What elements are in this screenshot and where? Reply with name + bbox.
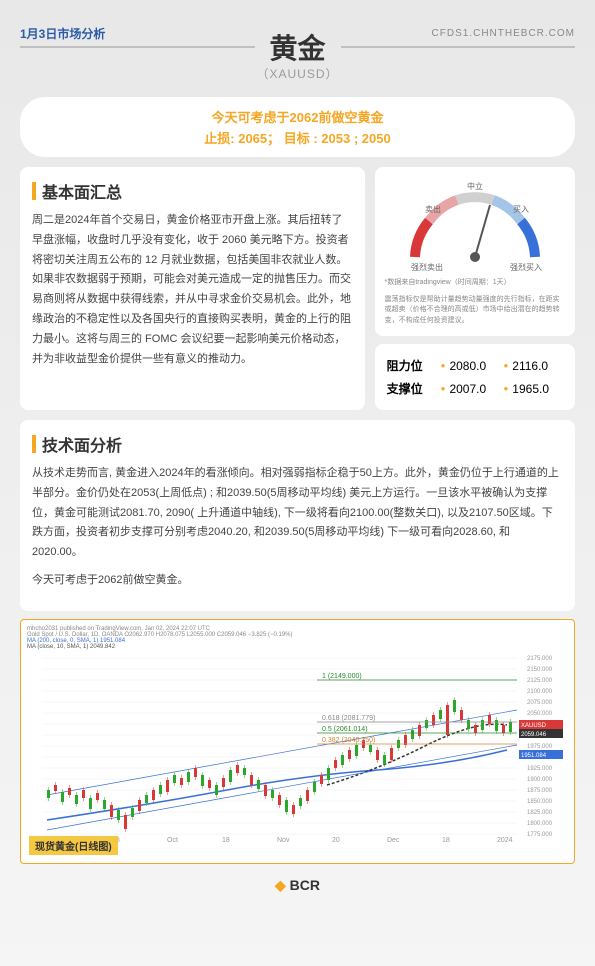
support-v2: 1965.0 [512,382,562,396]
bullet-icon: ● [503,361,508,370]
svg-text:0.382 (2040.250): 0.382 (2040.250) [322,737,375,744]
candlestick-chart: 2175.000 2150.000 2125.000 2100.000 2075.000… [27,650,567,845]
symbol-subtitle: （XAUUSD） [20,65,575,82]
fundamental-card: 基本面汇总 周二是2024年首个交易日，黄金价格亚市开盘上涨。其后扭转了早盘涨幅… [20,167,365,410]
svg-text:1 (2149.000): 1 (2149.000) [322,673,362,680]
svg-text:强烈卖出: 强烈卖出 [411,262,443,272]
svg-text:1800.000: 1800.000 [527,821,553,827]
svg-text:20: 20 [332,837,340,844]
svg-text:18: 18 [222,837,230,844]
svg-text:2175.000: 2175.000 [527,656,553,662]
gauge-note1: *数据来自tradingview（时间周期：1天） [385,278,565,289]
section-bar-icon [32,435,36,453]
svg-text:1975.000: 1975.000 [527,744,553,750]
recommendation-line2: 止损: 2065； 目标 : 2053 ; 2050 [40,128,555,147]
resistance-v2: 2116.0 [512,359,562,373]
support-row: 支撑位 ● 2007.0 ● 1965.0 [387,377,563,400]
footer-brand: BCR [290,877,320,893]
levels-card: 阻力位 ● 2080.0 ● 2116.0 支撑位 ● 2007.0 ● 196… [375,344,575,410]
gauge-note2: 震荡指标仅是帮助计量趋势动量强度的先行指标，在距实或超卖（价格不合理的高或低）市… [385,295,565,327]
bullet-icon: ● [503,384,508,393]
gauge-icon: 强烈卖出 卖出 中立 买入 强烈买入 [395,177,555,272]
svg-text:0.618 (2081.779): 0.618 (2081.779) [322,715,375,722]
ma200-line [47,750,507,820]
svg-text:买入: 买入 [513,205,529,214]
svg-text:1825.000: 1825.000 [527,810,553,816]
resistance-v1: 2080.0 [449,359,499,373]
section-bar-icon [32,182,36,200]
svg-text:XAUUSD: XAUUSD [521,723,547,729]
svg-text:18: 18 [442,837,450,844]
svg-text:Dec: Dec [387,837,400,844]
fundamental-title: 基本面汇总 [42,179,122,203]
recommendation-line1: 今天可考虑于2062前做空黄金 [40,107,555,126]
chart-card: mhcho2031 published on TradingView.com, … [20,619,575,864]
resistance-row: 阻力位 ● 2080.0 ● 2116.0 [387,354,563,377]
sentiment-gauge-card: 强烈卖出 卖出 中立 买入 强烈买入 *数据来自tradingview（时间周期… [375,167,575,336]
technical-p1: 从技术走势而言, 黄金进入2024年的看涨倾向。相对强弱指标企稳于50上方。此外… [32,464,563,563]
svg-text:1850.000: 1850.000 [527,799,553,805]
svg-text:2100.000: 2100.000 [527,689,553,695]
page-title: 黄金 [255,27,341,67]
svg-text:1925.000: 1925.000 [527,766,553,772]
svg-text:1775.000: 1775.000 [527,832,553,838]
footer: ◆ BCR [0,872,595,900]
svg-text:强烈买入: 强烈买入 [510,263,542,272]
svg-text:Oct: Oct [167,837,178,844]
svg-text:1875.000: 1875.000 [527,788,553,794]
svg-text:1951.084: 1951.084 [521,753,547,759]
logo-icon: ◆ [275,877,286,893]
svg-text:Nov: Nov [277,837,290,844]
svg-text:卖出: 卖出 [425,204,441,214]
technical-title: 技术面分析 [42,432,122,456]
support-v1: 2007.0 [449,382,499,396]
technical-p2: 今天可考虑于2062前做空黄金。 [32,571,563,591]
svg-text:2150.000: 2150.000 [527,667,553,673]
chart-tag: 现货黄金(日线图) [29,836,118,855]
title-line-right [341,46,576,48]
svg-text:2125.000: 2125.000 [527,678,553,684]
svg-text:中立: 中立 [467,181,483,191]
svg-text:2059.046: 2059.046 [521,732,547,738]
source-url: CFDS1.CHNTHEBCR.COM [432,28,575,39]
svg-text:2024: 2024 [497,837,513,844]
svg-text:0.5 (2061.014): 0.5 (2061.014) [322,726,368,733]
title-line-left [20,46,255,48]
technical-card: 技术面分析 从技术走势而言, 黄金进入2024年的看涨倾向。相对强弱指标企稳于5… [20,420,575,611]
svg-text:1900.000: 1900.000 [527,777,553,783]
support-label: 支撑位 [387,380,437,397]
fundamental-body: 周二是2024年首个交易日，黄金价格亚市开盘上涨。其后扭转了早盘涨幅，收盘时几乎… [32,211,353,369]
bullet-icon: ● [441,384,446,393]
bullet-icon: ● [441,361,446,370]
svg-text:2075.000: 2075.000 [527,700,553,706]
recommendation-box: 今天可考虑于2062前做空黄金 止损: 2065； 目标 : 2053 ; 20… [20,97,575,157]
svg-text:2050.000: 2050.000 [527,711,553,717]
resistance-label: 阻力位 [387,357,437,374]
